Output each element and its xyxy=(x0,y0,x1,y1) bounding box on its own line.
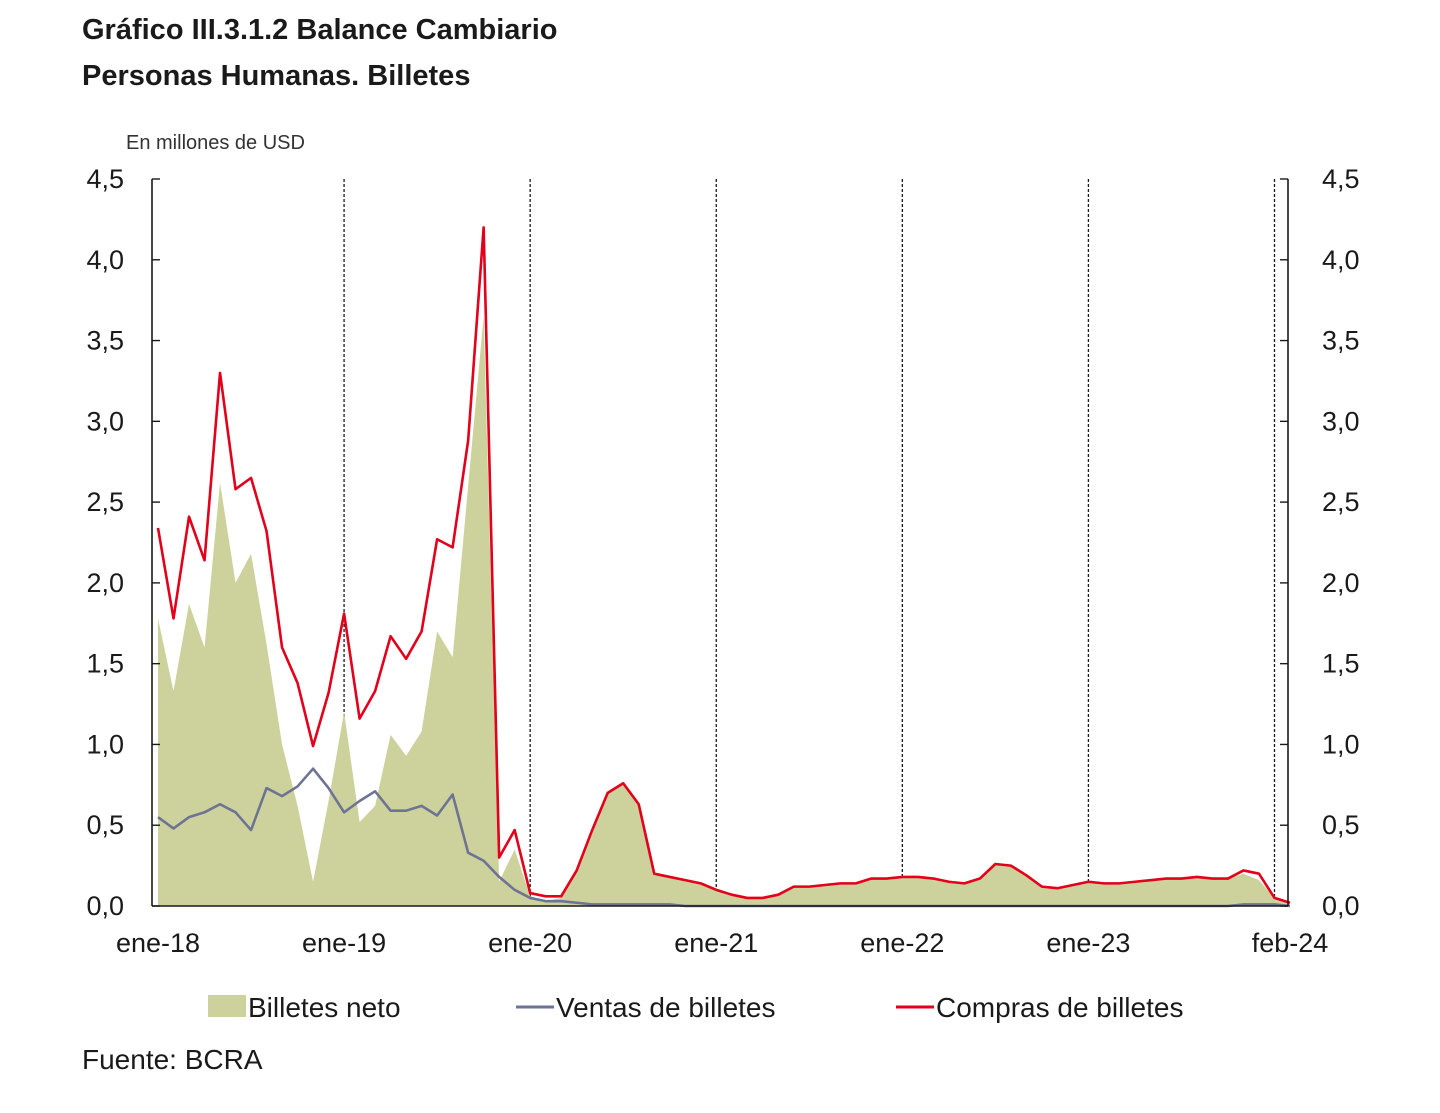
chart-subtitle: Personas Humanas. Billetes xyxy=(82,60,471,92)
legend-compras-label: Compras de billetes xyxy=(936,992,1183,1023)
unit-label: En millones de USD xyxy=(126,132,305,154)
chart-title: Gráfico III.3.1.2 Balance Cambiario xyxy=(82,14,558,44)
series-compras-line xyxy=(156,226,1291,905)
y-tick-label-right: 1,0 xyxy=(1322,729,1360,759)
series-billetes-neto-area xyxy=(158,316,1290,906)
legend-billetes-neto-label: Billetes neto xyxy=(248,992,401,1023)
y-tick-label-right: 1,5 xyxy=(1322,649,1360,679)
y-tick-label-left: 4,5 xyxy=(86,164,124,194)
x-tick-label: ene-23 xyxy=(1046,928,1130,958)
y-tick-label-right: 4,0 xyxy=(1322,245,1360,275)
x-tick-label: ene-21 xyxy=(674,928,758,958)
x-tick-label: ene-19 xyxy=(302,928,386,958)
y-tick-label-right: 0,5 xyxy=(1322,810,1360,840)
axes: 0,0 0,0 0,5 0,5 1,0 1,0 1,5 1,5 2,0 2,0 2,5 2,5 3,0 3… xyxy=(86,164,1359,958)
y-tick-label-left: 2,0 xyxy=(86,568,124,598)
y-tick-label-right: 3,5 xyxy=(1322,326,1360,356)
x-tick-label: ene-18 xyxy=(116,928,200,958)
y-tick-label-left: 0,5 xyxy=(86,810,124,840)
legend: Billetes neto Ventas de billetes Compras d… xyxy=(208,992,1183,1023)
legend-billetes-neto-swatch xyxy=(208,995,246,1017)
y-tick-label-left: 1,0 xyxy=(86,729,124,759)
y-tick-label-right: 2,0 xyxy=(1322,568,1360,598)
y-tick-label-left: 2,5 xyxy=(86,487,124,517)
series-layer xyxy=(156,226,1291,908)
y-tick-label-left: 1,5 xyxy=(86,649,124,679)
y-tick-label-left: 3,5 xyxy=(86,326,124,356)
y-tick-label-right: 3,0 xyxy=(1322,406,1360,436)
y-tick-label-right: 2,5 xyxy=(1322,487,1360,517)
legend-ventas-label: Ventas de billetes xyxy=(556,992,776,1023)
y-tick-label-left: 0,0 xyxy=(86,891,124,921)
x-tick-label: ene-22 xyxy=(860,928,944,958)
y-tick-label-left: 4,0 xyxy=(86,245,124,275)
y-tick-label-right: 4,5 xyxy=(1322,164,1360,194)
y-tick-label-right: 0,0 xyxy=(1322,891,1360,921)
y-tick-label-left: 3,0 xyxy=(86,406,124,436)
x-tick-label: ene-20 xyxy=(488,928,572,958)
x-tick-label: feb-24 xyxy=(1252,928,1329,958)
source-note: Fuente: BCRA xyxy=(82,1044,263,1075)
